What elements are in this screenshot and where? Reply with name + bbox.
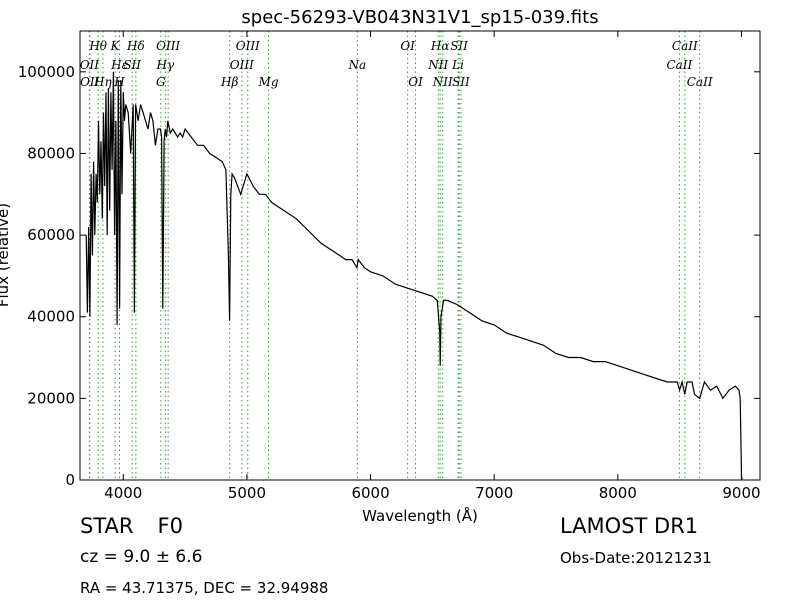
- line-marker-label: OIII: [230, 58, 254, 72]
- coordinates-label: RA = 43.71375, DEC = 32.94988: [80, 579, 329, 597]
- line-marker-label: SII: [450, 39, 468, 53]
- line-marker-label: SII: [123, 58, 141, 72]
- line-marker-label: Li: [451, 58, 464, 72]
- survey-label: LAMOST DR1: [560, 514, 699, 538]
- x-tick-label: 7000: [475, 484, 513, 502]
- line-marker-label: CaII: [687, 75, 713, 89]
- line-marker-label: Hε: [110, 58, 128, 72]
- line-marker-label: Hθ: [88, 39, 107, 53]
- line-marker-label: G: [156, 75, 166, 89]
- x-axis-label: Wavelength (Å): [362, 506, 478, 525]
- x-tick-label: 6000: [351, 484, 389, 502]
- line-marker-label: CaII: [672, 39, 698, 53]
- line-marker-label: Hα: [430, 39, 450, 53]
- y-tick-label: 0: [65, 471, 75, 489]
- line-marker-label: Hγ: [155, 58, 174, 72]
- object-class: STAR F0: [80, 514, 183, 538]
- obs-date-label: Obs-Date:20121231: [560, 549, 712, 567]
- chart-title: spec-56293-VB043N31V1_sp15-039.fits: [241, 7, 598, 28]
- subclass-label: F0: [157, 514, 183, 538]
- x-tick-label: 8000: [599, 484, 637, 502]
- line-marker-label: OIII: [236, 39, 260, 53]
- line-marker-label: CaII: [666, 58, 692, 72]
- line-marker-label: SII: [452, 75, 470, 89]
- line-marker-label: NII: [432, 75, 453, 89]
- line-marker-label: Hδ: [126, 39, 145, 53]
- redshift-label: cz = 9.0 ± 6.6: [80, 547, 203, 567]
- line-marker-label: OIII: [156, 39, 180, 53]
- y-tick-label: 20000: [27, 389, 75, 407]
- line-marker-label: Hβ: [220, 75, 238, 89]
- y-tick-label: 60000: [27, 226, 75, 244]
- plot-frame: [79, 30, 761, 481]
- x-tick-label: 9000: [722, 484, 760, 502]
- line-marker-label: OII: [80, 75, 100, 89]
- line-marker-label: NII: [427, 58, 448, 72]
- y-axis-ticks: 0 20000 40000 60000 80000 100000: [18, 63, 760, 489]
- y-tick-label: 40000: [27, 308, 75, 326]
- class-label: STAR: [80, 514, 134, 538]
- line-marker-label: OI: [408, 75, 423, 89]
- spectrum-line: [85, 71, 743, 481]
- y-axis-label: Flux (relative): [0, 203, 12, 307]
- y-tick-label: 100000: [18, 63, 75, 81]
- line-marker-label: Mg: [258, 75, 279, 89]
- x-tick-label: 5000: [228, 484, 266, 502]
- line-marker-label: OII: [80, 58, 100, 72]
- line-marker-label: Na: [347, 58, 366, 72]
- line-marker-label: Hη: [93, 75, 112, 89]
- x-axis-ticks: 4000 5000 6000 7000 8000 9000: [104, 31, 761, 502]
- line-marker-label: K: [110, 39, 121, 53]
- line-marker-label: H: [113, 75, 125, 89]
- x-tick-label: 4000: [104, 484, 142, 502]
- y-tick-label: 80000: [27, 144, 75, 162]
- line-marker-label: OI: [400, 39, 415, 53]
